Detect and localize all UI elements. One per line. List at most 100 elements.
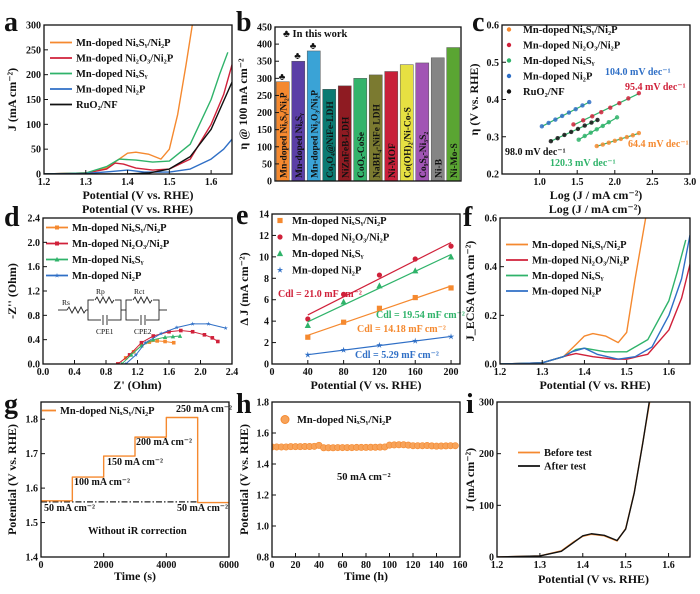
triangle-marker [129, 352, 134, 357]
y-tick-label: 200 [479, 449, 494, 460]
step-label: 250 mA cm⁻² [176, 404, 232, 415]
note: 50 mA cm⁻² [337, 472, 391, 483]
x-tick-label: 160 [408, 367, 423, 378]
panel-d: d Mn-doped NiₓSᵧ/Ni₂P Mn-doped Ni₂O₃/Ni₂P M… [4, 202, 238, 392]
club-marker: ♣ [310, 41, 317, 52]
bar-label: CoOₓ-CoSe [357, 132, 367, 178]
triangle-marker [412, 267, 419, 274]
data-point [612, 138, 617, 144]
legend-label: Mn-doped NiₓSᵧ [76, 69, 148, 80]
data-point [555, 136, 560, 141]
legend-dot [506, 42, 512, 48]
plot-area [116, 321, 228, 364]
legend-label: After test [544, 462, 587, 473]
star-marker [174, 325, 180, 330]
square-marker [202, 333, 207, 337]
equivalent-circuit [58, 295, 167, 325]
y-tick-label: 10 [259, 252, 269, 263]
circle-marker [448, 243, 454, 249]
x-tick-label: 2.5 [646, 177, 659, 188]
y-tick-label: 250 [26, 45, 41, 56]
data-point [539, 124, 545, 129]
y-tick-label: 300 [26, 21, 41, 32]
x-tick-label: 0.4 [68, 367, 81, 378]
square-marker [167, 329, 171, 334]
x-tick-label: 1.3 [80, 177, 93, 188]
x-tick-label: 1.6 [163, 367, 176, 378]
legend-label: Mn-doped Ni₂O₃/Ni₂P [76, 54, 174, 65]
x-tick-label: 2000 [94, 560, 114, 571]
slope-annotation: 104.0 mV dec⁻¹ [605, 67, 671, 78]
y-tick-label: 1.6 [257, 429, 270, 440]
square-marker [139, 340, 144, 345]
step-label: 200 mA cm⁻² [136, 437, 192, 448]
triangle-marker [151, 337, 156, 342]
panel-c: c Mn-doped NiₓSᵧ/Ni₂P 64.4 mV dec⁻¹ Mn-dope… [467, 7, 696, 202]
x-tick-label: 1.2 [131, 367, 144, 378]
square-marker [151, 334, 156, 338]
x-tick-label: 80 [361, 560, 371, 571]
y-tick-label: 2.4 [28, 214, 41, 225]
triangle-marker [376, 282, 383, 289]
square-marker [179, 328, 183, 333]
data-point [618, 136, 624, 142]
y-tick-label: 150 [26, 95, 41, 106]
panel-label: d [4, 202, 20, 233]
bar-label: Mn-doped NiₓSᵧ/Ni₂P [279, 92, 289, 178]
y-tick-label: 0 [36, 170, 41, 181]
y-axis-label: η (V vs. RHE) [467, 64, 481, 136]
legend-label: Mn-doped NiₓSᵧ/Ni₂P [297, 415, 392, 426]
y-tick-label: 1.6 [28, 262, 41, 273]
cdl-annotation: Cdl = 5.29 mF cm⁻² [355, 350, 439, 361]
square-marker [131, 350, 136, 354]
y-tick-label: 150 [257, 125, 272, 136]
square-marker [216, 339, 220, 344]
data-point [606, 140, 611, 145]
x-tick-label: 1.4 [578, 367, 591, 378]
legend-label: Mn-doped Ni₂P [532, 287, 602, 298]
y-axis-label: Potential (V vs. RHE) [237, 424, 251, 535]
square-marker [171, 340, 176, 345]
triangle-marker [162, 334, 168, 340]
x-tick-label: 120 [406, 560, 421, 571]
data-point [587, 99, 592, 105]
square-marker [210, 336, 215, 340]
resistor [132, 295, 153, 305]
legend-label: Mn-doped Ni₂P [76, 85, 146, 96]
star-marker [133, 352, 139, 357]
legend-label: Mn-doped Ni₂O₃/Ni₂P [72, 239, 170, 250]
axes-frame [40, 401, 230, 558]
panel-label: f [463, 202, 473, 233]
panel-g: g Mn-doped NiₓSᵧ/Ni₂P 50 mA cm⁻² 100 mA cm⁻… [4, 389, 239, 583]
plot-area [539, 90, 642, 149]
y-axis-label: Potential (V vs. RHE) [5, 424, 19, 535]
cdl-annotation: Cdl = 21.0 mF cm⁻² [278, 289, 362, 300]
x-tick-label: 1.5 [620, 367, 633, 378]
y-tick-label: 6 [264, 295, 269, 306]
y-tick-label: 4 [264, 317, 269, 328]
series-line [44, 25, 194, 174]
series-line [41, 416, 229, 504]
x-tick-label: 6000 [219, 560, 239, 571]
bar-label: Ni-Mo-S [450, 143, 460, 178]
y-tick-label: 50 [262, 159, 272, 170]
panel-a: a Mn-doped NiₓSᵧ/Ni₂P Mn-doped Ni₂O₃/Ni₂P M… [4, 7, 233, 202]
star-marker [447, 333, 455, 340]
club-marker: ♣ [294, 51, 301, 62]
data-point [590, 114, 595, 119]
x-tick-label: 1.2 [491, 560, 504, 571]
y-tick-label: 0.6 [487, 21, 500, 32]
y-tick-label: 0.2 [485, 311, 498, 322]
y-tick-label: 0 [267, 177, 272, 188]
legend-dot [506, 58, 512, 63]
y-tick-label: 300 [257, 74, 272, 85]
x-tick-label: 1.5 [571, 177, 584, 188]
y-tick-label: 12 [259, 231, 269, 242]
series-line [44, 64, 232, 174]
y-tick-label: 350 [257, 57, 272, 68]
x-axis-label: Log (J / mA cm⁻²) [550, 188, 643, 202]
x-tick-label: 1.4 [577, 560, 590, 571]
axes-frame [496, 401, 691, 558]
y-tick-label: 250 [257, 91, 272, 102]
square-marker [305, 334, 311, 340]
